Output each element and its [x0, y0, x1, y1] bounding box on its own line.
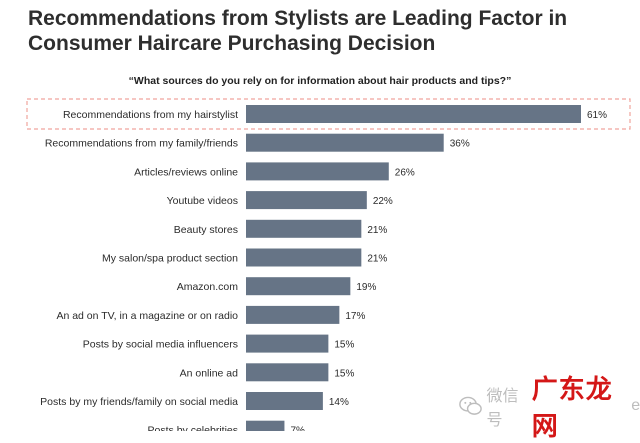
category-label: My salon/spa product section: [102, 253, 238, 265]
bar: [246, 191, 367, 210]
bar: [246, 277, 351, 296]
category-label: Amazon.com: [177, 281, 239, 293]
bar: [246, 133, 444, 152]
data-label: 7%: [290, 426, 305, 431]
bar: [246, 105, 581, 123]
data-label: 19%: [356, 282, 376, 293]
watermark-brand: 广东龙网: [531, 374, 613, 441]
data-label: 17%: [345, 311, 365, 322]
bar: [246, 334, 329, 353]
watermark: 微信号 广东龙网 eb: [459, 374, 640, 441]
category-label: Beauty stores: [174, 224, 238, 236]
category-label: Recommendations from my family/friends: [45, 138, 238, 150]
chart-subtitle: “What sources do you rely on for informa…: [128, 75, 512, 87]
category-label: Posts by social media influencers: [83, 339, 238, 351]
category-label: An online ad: [180, 367, 239, 379]
bar: [246, 162, 389, 181]
data-label: 15%: [334, 340, 354, 351]
bar: [246, 219, 362, 238]
chart-title: Recommendations from Stylists are Leadin…: [28, 7, 568, 55]
data-label: 21%: [367, 254, 387, 265]
bar: [246, 420, 285, 431]
data-label: 21%: [367, 225, 387, 236]
wechat-icon: [459, 396, 482, 415]
category-label: Posts by my friends/family on social med…: [40, 396, 238, 408]
bar: [246, 363, 329, 382]
bar-chart: Recommendations from my hairstylist 61% Re…: [26, 98, 631, 431]
watermark-prefix: 微信号: [486, 388, 519, 429]
category-label: Articles/reviews online: [134, 166, 238, 178]
category-label: An ad on TV, in a magazine or on radio: [56, 310, 238, 322]
data-label: 26%: [395, 167, 415, 178]
category-label: Recommendations from my hairstylist: [63, 109, 238, 121]
bar: [246, 248, 362, 267]
bar: [246, 305, 340, 324]
data-label: 15%: [334, 368, 354, 379]
data-label: 36%: [450, 139, 470, 150]
category-label: Posts by celebrities: [148, 425, 238, 431]
bar: [246, 392, 323, 410]
watermark-suffix: eb: [631, 397, 640, 414]
highlight-box: [26, 98, 631, 130]
data-label: 61%: [587, 110, 607, 121]
data-label: 22%: [373, 196, 393, 207]
category-label: Youtube videos: [167, 195, 238, 207]
data-label: 14%: [329, 397, 349, 408]
